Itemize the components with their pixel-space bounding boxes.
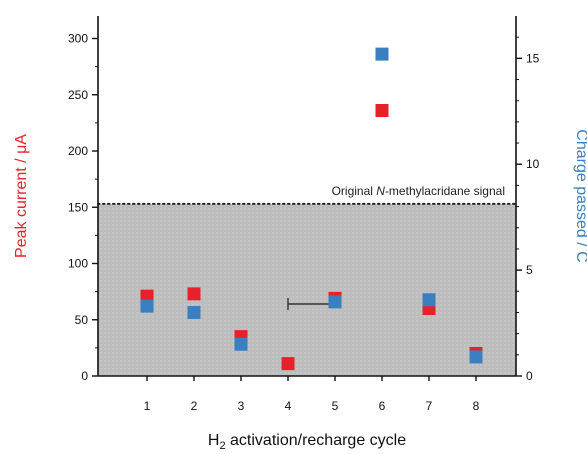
error-bar: [287, 298, 335, 310]
left-axis-ticks: 0 50 100 150 200 250 300: [68, 32, 98, 383]
charge-passed-point: [469, 350, 483, 364]
left-tick-label: 0: [81, 369, 88, 383]
left-tick-label: 150: [68, 200, 88, 214]
x-tick-label: 7: [426, 399, 433, 413]
left-tick-label: 200: [68, 144, 88, 158]
data-points: [140, 47, 483, 371]
x-axis-ticks: 1 2 3 4 5 6 7 8: [144, 376, 480, 413]
right-tick-label: 5: [526, 263, 533, 277]
y-axis-title-left: Peak current / μA: [13, 134, 30, 258]
charge-passed-point: [375, 47, 389, 61]
peak-current-point: [281, 357, 295, 371]
charge-passed-point: [187, 305, 201, 319]
charge-passed-point: [234, 337, 248, 351]
x-tick-label: 3: [238, 399, 245, 413]
right-tick-label: 15: [526, 51, 540, 65]
left-tick-label: 250: [68, 88, 88, 102]
x-tick-label: 8: [473, 399, 480, 413]
right-axis-ticks: 0 5 10 15: [516, 36, 540, 383]
x-tick-label: 1: [144, 399, 151, 413]
left-tick-label: 300: [68, 32, 88, 46]
peak-current-point: [140, 289, 154, 303]
shaded-region: [98, 203, 516, 376]
x-tick-label: 4: [285, 399, 292, 413]
x-axis-title: H2 activation/recharge cycle: [208, 432, 406, 452]
x-tick-label: 6: [379, 399, 386, 413]
right-tick-label: 10: [526, 157, 540, 171]
peak-current-point: [187, 287, 201, 301]
x-tick-label: 5: [332, 399, 339, 413]
reference-line-label: Original N-methylacridane signal: [332, 184, 505, 198]
left-tick-label: 50: [75, 313, 89, 327]
charge-passed-point: [140, 299, 154, 313]
x-tick-label: 2: [191, 399, 198, 413]
right-tick-label: 0: [526, 369, 533, 383]
charge-passed-point: [422, 293, 436, 307]
left-tick-label: 100: [68, 257, 88, 271]
charge-passed-point: [328, 295, 342, 309]
y-axis-title-right: Charge passed / C: [573, 129, 587, 262]
peak-current-point: [375, 104, 389, 117]
